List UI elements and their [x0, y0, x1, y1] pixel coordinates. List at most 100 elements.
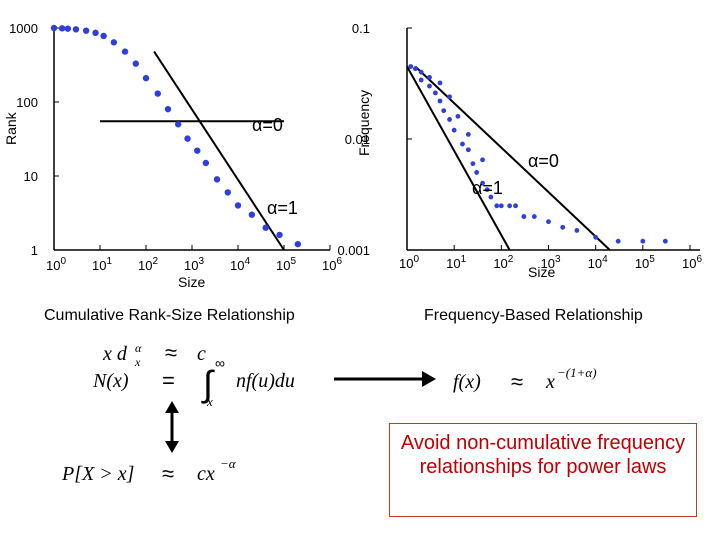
right-xtick-label: 102: [493, 254, 513, 271]
right-data-point: [480, 157, 485, 163]
right-data-point: [640, 238, 646, 244]
left-data-point: [58, 25, 66, 32]
right-data-point: [488, 194, 494, 200]
left-data-point: [92, 29, 99, 37]
left-xtick-label: 100: [46, 256, 66, 273]
eq2-left: N(x): [92, 370, 129, 392]
left-data-point: [100, 32, 107, 40]
eq4-sup: −α: [220, 456, 237, 471]
right-data-point: [441, 108, 447, 114]
right-data-point: [474, 170, 480, 175]
right-xtick-label: 104: [588, 254, 608, 271]
left-ylabel: Rank: [3, 111, 19, 145]
right-data-point: [418, 69, 424, 75]
eq2-rel: =: [162, 368, 175, 393]
left-xtick-label: 102: [138, 256, 158, 273]
right-data-point: [412, 66, 418, 72]
left-data-point: [262, 224, 269, 231]
left-data-point: [276, 231, 283, 239]
eq4-rel: ≈: [162, 461, 174, 486]
arrow-down-head: [165, 441, 179, 453]
right-xtick-label: 103: [541, 254, 561, 271]
right-data-point: [418, 77, 424, 83]
eq2-right: nf(u)du: [236, 370, 295, 392]
right-data-point: [455, 113, 461, 119]
left-xlabel: Size: [178, 274, 205, 290]
right-xtick-label: 106: [682, 254, 702, 271]
arrow-right-head: [422, 371, 436, 387]
left-data-point: [154, 90, 161, 97]
left-data-point: [294, 240, 302, 248]
figure-canvas: 1 10 100 1000 100 101 102 103 104 105 106 Rank Si…: [3, 21, 702, 290]
right-data-point: [447, 94, 452, 100]
left-data-point: [82, 27, 90, 34]
right-data-point: [460, 141, 465, 147]
eq2-upper: ∞: [215, 355, 225, 371]
left-data-point: [224, 189, 231, 196]
left-ytick-label: 1: [31, 243, 38, 258]
left-data-point: [64, 25, 72, 32]
eq3-sup: −(1+α): [557, 365, 597, 380]
right-data-point: [465, 147, 471, 153]
eq1-right: c: [197, 343, 206, 365]
left-data-point: [72, 26, 80, 33]
left-xtick-label: 101: [92, 256, 112, 273]
right-ytick-label: 0.001: [337, 243, 370, 258]
left-data-point: [174, 121, 182, 128]
right-data-point: [513, 203, 518, 209]
right-xtick-label: 105: [635, 254, 655, 271]
right-chart-caption: Frequency-Based Relationship: [424, 307, 643, 324]
left-xtick-label: 103: [184, 256, 204, 273]
right-data-point: [498, 203, 504, 209]
callout-text: Avoid non-cumulative frequency relations…: [400, 432, 686, 478]
right-data-point: [521, 214, 527, 219]
eq1-sub: x: [134, 355, 141, 369]
frequency-chart: 0.001 0.01 0.1 100 101 102 103 104 105 106 Frequ…: [337, 21, 702, 280]
eq4-base: cx: [197, 463, 215, 485]
right-reference-line: [406, 66, 511, 251]
eq4-left: P[X > x]: [61, 463, 134, 485]
right-data-point: [427, 74, 432, 80]
right-data-point: [560, 224, 566, 230]
right-alpha1-label: α=1: [472, 178, 503, 198]
left-data-point: [213, 176, 221, 183]
right-data-point: [662, 238, 668, 244]
equation-4: P[X > x] ≈ cx −α: [61, 456, 237, 486]
left-ytick-label: 100: [16, 95, 38, 110]
right-data-point: [574, 228, 580, 233]
eq2-integral: ∫: [201, 363, 215, 404]
arrow-up-head: [165, 401, 179, 413]
right-ylabel: Frequency: [356, 90, 372, 156]
left-data-point: [164, 105, 172, 113]
right-data-point: [494, 203, 500, 209]
left-data-point: [194, 147, 201, 154]
eq3-rel: ≈: [511, 369, 523, 394]
eq3-left: f(x): [453, 371, 481, 393]
right-data-point: [593, 234, 599, 240]
left-data-point: [50, 24, 58, 32]
left-ytick-label: 10: [24, 169, 38, 184]
left-xtick-label: 104: [230, 256, 250, 273]
eq1-rel: ≈: [165, 340, 177, 365]
right-data-point: [437, 80, 443, 86]
left-data-point: [132, 60, 139, 67]
rank-size-chart: 1 10 100 1000 100 101 102 103 104 105 106 Rank Si…: [3, 21, 342, 290]
left-xtick-label: 105: [276, 256, 296, 273]
right-data-point: [507, 203, 513, 209]
left-reference-line: [153, 51, 285, 251]
equation-1: x d x α ≈ c: [102, 340, 206, 369]
left-data-point: [121, 48, 129, 55]
left-data-point: [184, 135, 191, 142]
eq1-left: x d: [102, 343, 128, 365]
right-data-point: [531, 214, 537, 219]
eq1-sup: α: [135, 341, 142, 355]
right-data-point: [427, 83, 432, 89]
right-xlabel: Size: [528, 264, 555, 280]
right-data-point: [432, 90, 438, 96]
svg-text:x d: x d: [102, 343, 128, 365]
eq3-base: x: [545, 371, 555, 393]
right-reference-line: [414, 65, 611, 251]
equation-3: f(x) ≈ x −(1+α): [453, 365, 597, 394]
eq2-lower: x: [206, 394, 213, 409]
right-data-point: [546, 219, 551, 225]
